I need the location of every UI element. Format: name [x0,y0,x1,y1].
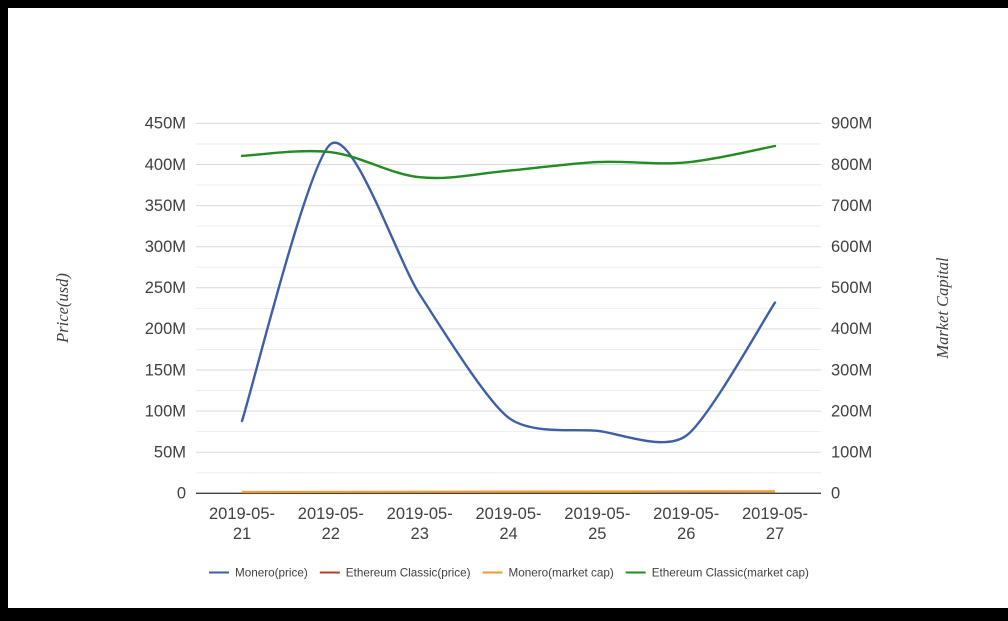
svg-text:300M: 300M [145,238,186,256]
svg-text:2019-05-: 2019-05- [387,505,453,523]
svg-text:150M: 150M [145,361,186,379]
svg-text:2019-05-: 2019-05- [564,505,630,523]
svg-text:300M: 300M [831,361,872,379]
svg-text:Monero(market cap): Monero(market cap) [509,567,614,580]
svg-text:Ethereum Classic(market cap): Ethereum Classic(market cap) [652,567,809,580]
svg-text:Market Capital: Market Capital [933,257,952,360]
svg-text:2019-05-: 2019-05- [742,505,808,523]
svg-text:24: 24 [499,525,517,543]
svg-text:400M: 400M [831,320,872,338]
svg-text:700M: 700M [831,197,872,215]
svg-text:Monero(price): Monero(price) [235,567,308,580]
svg-text:26: 26 [677,525,695,543]
svg-text:Price(usd): Price(usd) [53,273,72,344]
svg-text:400M: 400M [145,156,186,174]
svg-text:2019-05-: 2019-05- [653,505,719,523]
svg-text:250M: 250M [145,279,186,297]
svg-text:200M: 200M [831,402,872,420]
svg-text:0: 0 [177,485,186,503]
svg-text:2019-05-: 2019-05- [475,505,541,523]
svg-text:100M: 100M [831,444,872,462]
svg-text:350M: 350M [145,197,186,215]
svg-text:200M: 200M [145,320,186,338]
svg-text:800M: 800M [831,156,872,174]
svg-text:Ethereum Classic(price): Ethereum Classic(price) [346,567,471,580]
svg-text:0: 0 [831,485,840,503]
svg-text:23: 23 [411,525,429,543]
svg-text:100M: 100M [145,402,186,420]
svg-text:2019-05-: 2019-05- [298,505,364,523]
svg-text:25: 25 [588,525,606,543]
svg-text:50M: 50M [154,444,186,462]
svg-text:600M: 600M [831,238,872,256]
svg-text:22: 22 [322,525,340,543]
svg-text:900M: 900M [831,115,872,133]
svg-text:21: 21 [233,525,251,543]
svg-text:2019-05-: 2019-05- [209,505,275,523]
svg-text:500M: 500M [831,279,872,297]
svg-text:450M: 450M [145,115,186,133]
svg-text:27: 27 [766,525,784,543]
